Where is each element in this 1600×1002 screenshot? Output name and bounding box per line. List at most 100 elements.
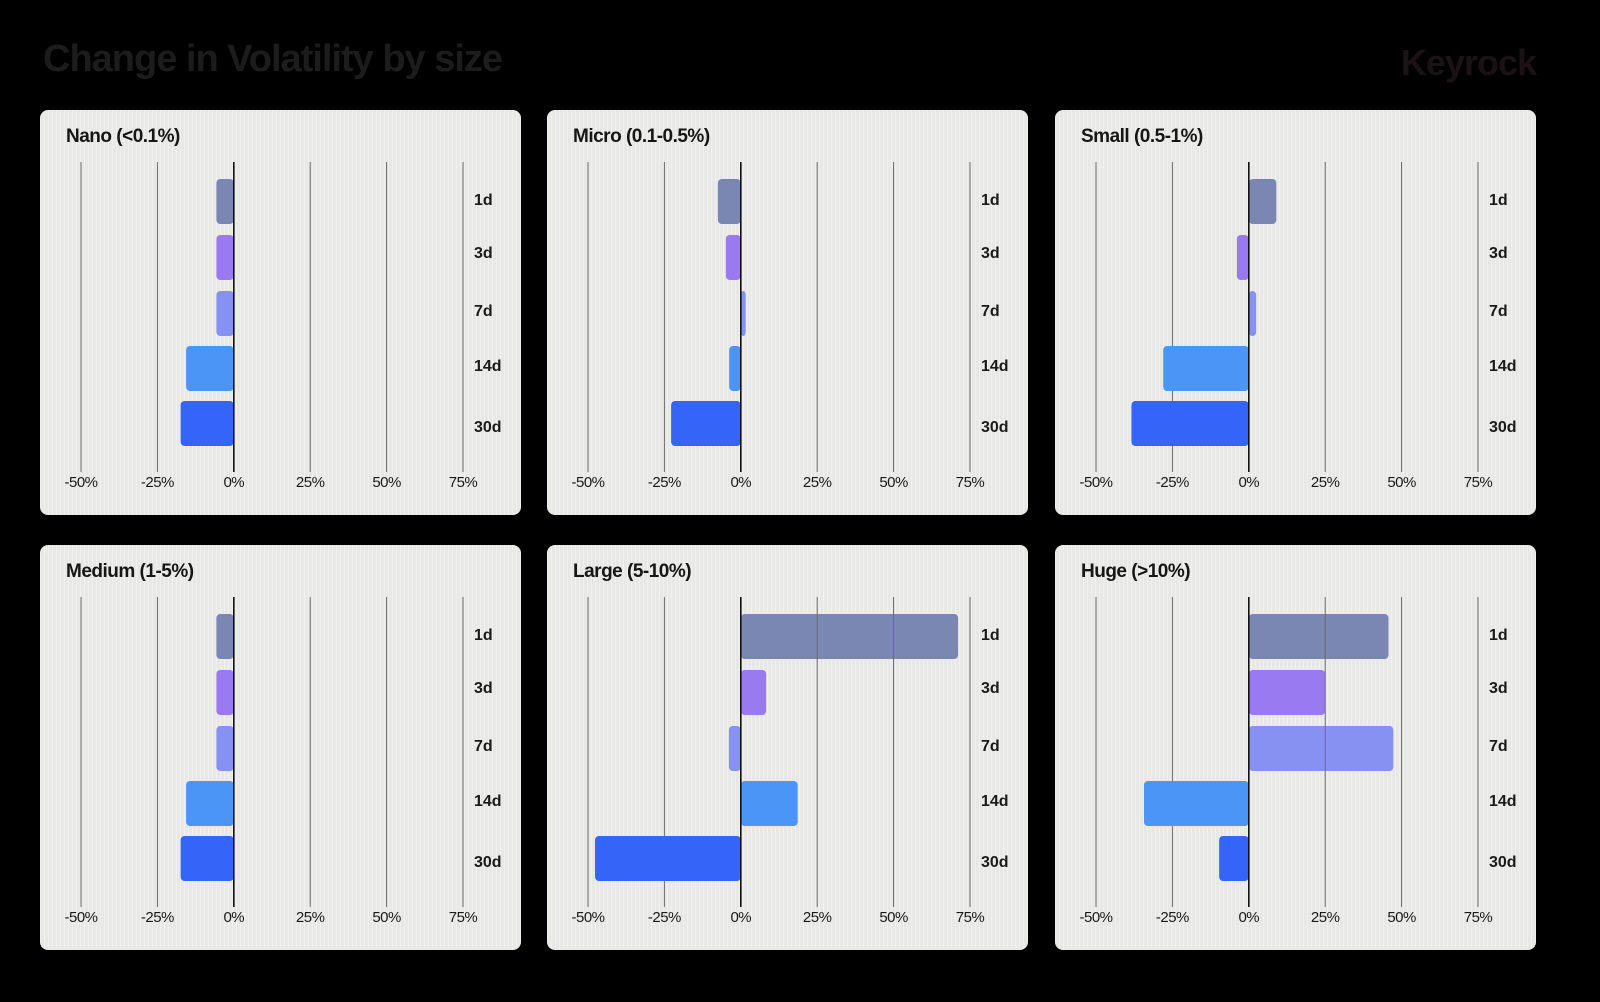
category-label: 14d [981,793,1009,810]
bar-3d [216,670,234,715]
chart-panel-huge: Huge (>10%) -50% -25% 0% 25% 50% 75% 1d 3d 7d 14d… [1055,545,1536,950]
bar-1d [717,179,741,224]
bar-14d [1163,346,1249,391]
x-tick-label: 0% [223,474,244,491]
x-tick-label: 75% [449,474,478,491]
bar-1d [740,614,959,659]
bar-1d [216,179,234,224]
chart-title: Medium (1-5%) [66,561,194,582]
category-label: 1d [1489,627,1508,644]
x-tick-label: 0% [1238,909,1259,926]
chart-svg: -50% -25% 0% 25% 50% 75% 1d 3d 7d 14d 30d [571,162,1009,491]
x-tick-label: 75% [956,474,985,491]
bar-7d [1248,291,1257,336]
x-tick-label: 50% [1387,474,1416,491]
x-tick-label: 50% [879,909,908,926]
chart-title: Nano (<0.1%) [66,126,180,147]
bar-7d [216,291,234,336]
bar-1d [1248,614,1389,659]
x-tick-label: -25% [1156,474,1189,491]
category-label: 3d [474,680,493,697]
chart-title: Small (0.5-1%) [1081,126,1203,147]
bar-3d [1248,670,1326,715]
chart-svg: -50% -25% 0% 25% 50% 75% 1d 3d 7d 14d 30d [1079,597,1517,926]
category-label: 7d [981,738,1000,755]
x-tick-label: 0% [1238,474,1259,491]
bar-1d [216,614,234,659]
category-label: 1d [981,192,1000,209]
bar-1d [1248,179,1277,224]
chart-title: Large (5-10%) [573,561,692,582]
bar-30d [1131,401,1249,446]
x-tick-label: 75% [449,909,478,926]
x-tick-label: -50% [64,909,97,926]
x-tick-label: -25% [141,909,174,926]
x-tick-label: 25% [803,909,832,926]
bar-30d [180,401,234,446]
chart-svg: -50% -25% 0% 25% 50% 75% 1d 3d 7d 14d 30d [571,597,1009,926]
category-label: 30d [981,854,1009,871]
x-tick-label: 25% [1311,909,1340,926]
x-tick-label: 0% [730,474,751,491]
bar-14d [729,346,741,391]
category-label: 30d [1489,854,1517,871]
x-tick-label: 0% [730,909,751,926]
brand-logo: Keyrock [1400,42,1537,83]
category-label: 3d [1489,680,1508,697]
category-label: 30d [474,419,502,436]
category-label: 14d [981,358,1009,375]
bar-7d [740,291,746,336]
x-tick-label: 50% [879,474,908,491]
bar-7d [216,726,234,771]
x-tick-label: 0% [223,909,244,926]
category-label: 30d [1489,419,1517,436]
category-label: 14d [474,358,502,375]
chart-panel-small: Small (0.5-1%) -50% -25% 0% 25% 50% 75% 1d 3d 7d… [1055,110,1536,515]
bar-7d [1248,726,1394,771]
x-tick-label: 75% [1464,909,1493,926]
page-title: Change in Volatility by size [43,38,503,80]
category-label: 3d [1489,245,1508,262]
category-label: 1d [474,627,493,644]
category-label: 7d [474,303,493,320]
category-label: 1d [1489,192,1508,209]
bar-14d [186,346,234,391]
chart-panel-large: Large (5-10%) -50% -25% 0% 25% 50% 75% 1d 3d 7d 1… [547,545,1028,950]
category-label: 30d [981,419,1009,436]
category-label: 3d [981,245,1000,262]
chart-svg: -50% -25% 0% 25% 50% 75% 1d 3d 7d 14d 30d [64,162,502,491]
x-tick-label: -25% [648,474,681,491]
category-label: 3d [981,680,1000,697]
category-label: 14d [1489,793,1517,810]
x-tick-label: -50% [1079,474,1112,491]
category-label: 7d [474,738,493,755]
bar-7d [728,726,741,771]
bar-30d [1219,836,1249,881]
x-tick-label: -25% [1156,909,1189,926]
category-label: 14d [1489,358,1517,375]
x-tick-label: -50% [571,909,604,926]
chart-panel-micro: Micro (0.1-0.5%) -50% -25% 0% 25% 50% 75% 1d 3d… [547,110,1028,515]
bar-3d [725,235,741,280]
x-tick-label: 25% [296,474,325,491]
x-tick-label: 25% [1311,474,1340,491]
x-tick-label: 50% [1387,909,1416,926]
bar-30d [671,401,741,446]
x-tick-label: 50% [372,474,401,491]
bar-30d [180,836,234,881]
x-tick-label: 75% [956,909,985,926]
chart-title: Micro (0.1-0.5%) [573,126,710,147]
category-label: 14d [474,793,502,810]
x-tick-label: -50% [571,474,604,491]
category-label: 30d [474,854,502,871]
bar-14d [1143,781,1249,826]
category-label: 1d [981,627,1000,644]
category-label: 3d [474,245,493,262]
chart-panel-medium: Medium (1-5%) -50% -25% 0% 25% 50% 75% 1d 3d 7d 1… [40,545,521,950]
x-tick-label: -50% [64,474,97,491]
x-tick-label: -25% [648,909,681,926]
bar-14d [740,781,798,826]
x-tick-label: -50% [1079,909,1112,926]
chart-svg: -50% -25% 0% 25% 50% 75% 1d 3d 7d 14d 30d [64,597,502,926]
bar-3d [1236,235,1249,280]
